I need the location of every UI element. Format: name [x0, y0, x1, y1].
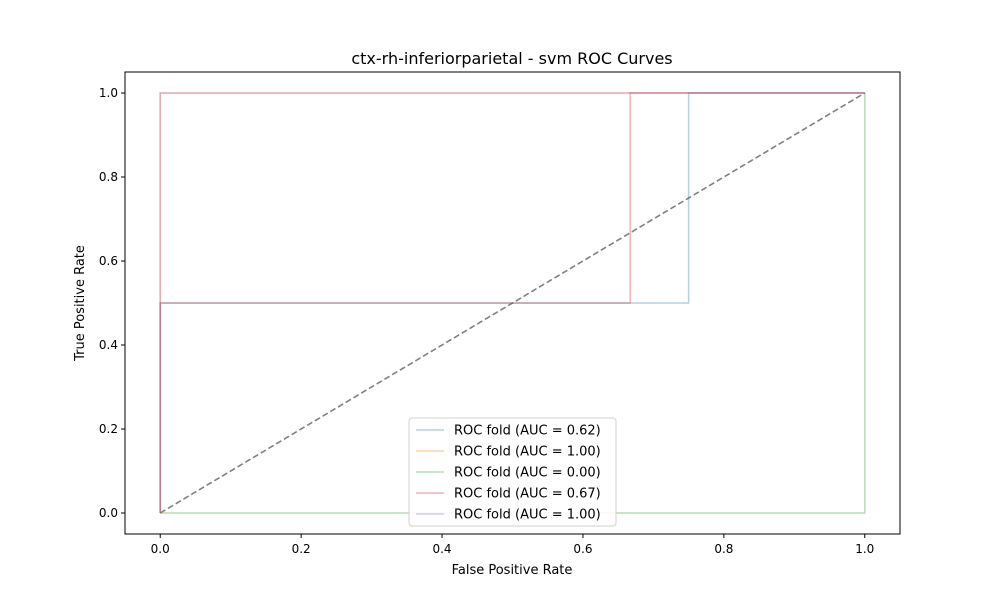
x-tick-label: 0.0 [151, 542, 170, 556]
legend: ROC fold (AUC = 0.62) ROC fold (AUC = 1.0… [408, 417, 617, 527]
x-tick-label: 0.2 [292, 542, 311, 556]
chance-reference-line [159, 92, 866, 514]
x-tick-label: 0.8 [714, 542, 733, 556]
legend-box [408, 417, 617, 527]
legend-entry: ROC fold (AUC = 0.00) [454, 466, 601, 481]
legend-entry: ROC fold (AUC = 1.00) [454, 445, 601, 460]
plot-area [124, 71, 901, 535]
x-tick-label: 0.6 [573, 542, 592, 556]
y-axis-label: True Positive Rate [73, 245, 88, 362]
y-tick-label: 1.0 [99, 86, 118, 100]
y-axis: 0.0 0.2 0.4 0.6 0.8 1.0 [99, 86, 125, 520]
x-axis: 0.0 0.2 0.4 0.6 0.8 1.0 [151, 534, 874, 556]
y-tick-label: 0.8 [99, 170, 118, 184]
roc-curve-fold-4 [159, 92, 865, 513]
series-lines [159, 92, 866, 514]
chart-title: ctx-rh-inferiorparietal - svm ROC Curves [351, 49, 672, 68]
x-tick-label: 1.0 [855, 542, 874, 556]
roc-curve-fold-3 [160, 93, 866, 514]
y-tick-label: 0.0 [99, 506, 118, 520]
reference-line-group [159, 92, 866, 514]
legend-entry: ROC fold (AUC = 1.00) [454, 508, 601, 523]
y-tick-label: 0.4 [99, 338, 118, 352]
legend-entry: ROC fold (AUC = 0.62) [454, 424, 601, 439]
x-tick-label: 0.4 [432, 542, 451, 556]
x-axis-label: False Positive Rate [452, 563, 573, 578]
roc-curve-fold-1 [159, 92, 865, 513]
y-tick-label: 0.6 [99, 254, 118, 268]
roc-curve-fold-2 [159, 92, 865, 513]
roc-curve-fold-5 [159, 92, 865, 513]
y-tick-label: 0.2 [99, 422, 118, 436]
legend-entry: ROC fold (AUC = 0.67) [454, 487, 601, 502]
